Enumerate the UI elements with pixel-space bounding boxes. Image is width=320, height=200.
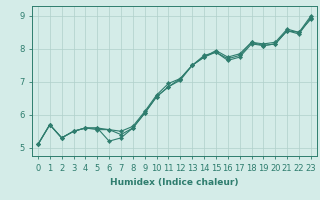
X-axis label: Humidex (Indice chaleur): Humidex (Indice chaleur) [110, 178, 239, 187]
